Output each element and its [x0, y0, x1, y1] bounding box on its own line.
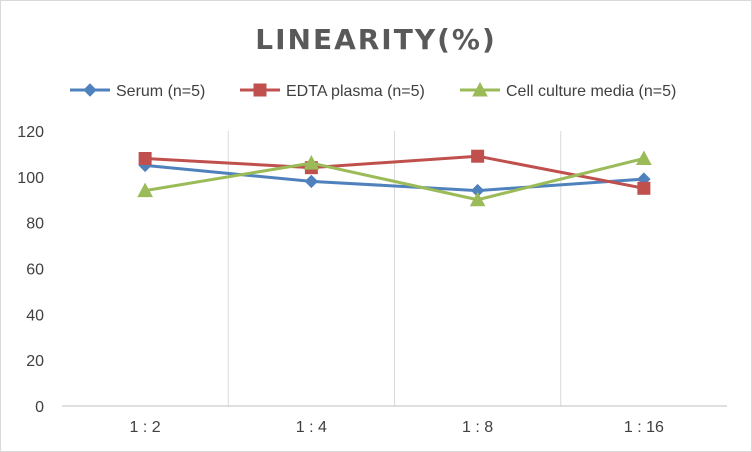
legend-label: Serum (n=5): [116, 83, 205, 100]
data-point: [303, 155, 320, 170]
x-tick-label: 1 : 8: [462, 419, 493, 436]
legend-item: EDTA plasma (n=5): [240, 83, 425, 100]
y-tick-label: 120: [17, 124, 44, 141]
legend: Serum (n=5) EDTA plasma (n=5) Cell culture…: [70, 81, 676, 100]
data-point: [637, 181, 651, 195]
x-tick-label: 1 : 2: [130, 419, 161, 436]
series-line: [144, 163, 644, 193]
legend-item: Cell culture media (n=5): [460, 81, 676, 100]
x-tick-label: 1 : 16: [624, 419, 664, 436]
y-tick-label: 80: [26, 216, 44, 233]
legend-label: Cell culture media (n=5): [506, 83, 676, 100]
series-3: [137, 150, 652, 207]
data-point: [137, 182, 153, 198]
grid: [227, 131, 562, 406]
y-tick-label: 40: [26, 307, 44, 324]
y-tick-label: 20: [26, 353, 44, 370]
series-group: [137, 149, 652, 207]
data-point: [469, 191, 486, 207]
legend-item: Serum (n=5): [70, 83, 205, 100]
series-2: [138, 149, 651, 195]
legend-marker: [83, 83, 97, 97]
chart-title: LINEARITY(%): [255, 23, 497, 56]
y-tick-label: 0: [35, 399, 44, 416]
axes: 0 20 40 60 80 100 120 1 : 2 1 : 4 1 : 8 1 : 16: [17, 124, 727, 436]
y-tick-label: 60: [26, 262, 44, 279]
series-line: [144, 157, 645, 202]
data-point: [138, 152, 152, 165]
data-point: [636, 150, 652, 165]
data-point: [304, 174, 319, 189]
legend-label: EDTA plasma (n=5): [286, 83, 425, 100]
series-line: [145, 154, 645, 190]
legend-marker: [472, 81, 488, 97]
x-tick-label: 1 : 4: [296, 419, 327, 436]
y-tick-label: 100: [17, 170, 44, 187]
legend-marker: [253, 83, 267, 97]
data-point: [471, 149, 485, 163]
